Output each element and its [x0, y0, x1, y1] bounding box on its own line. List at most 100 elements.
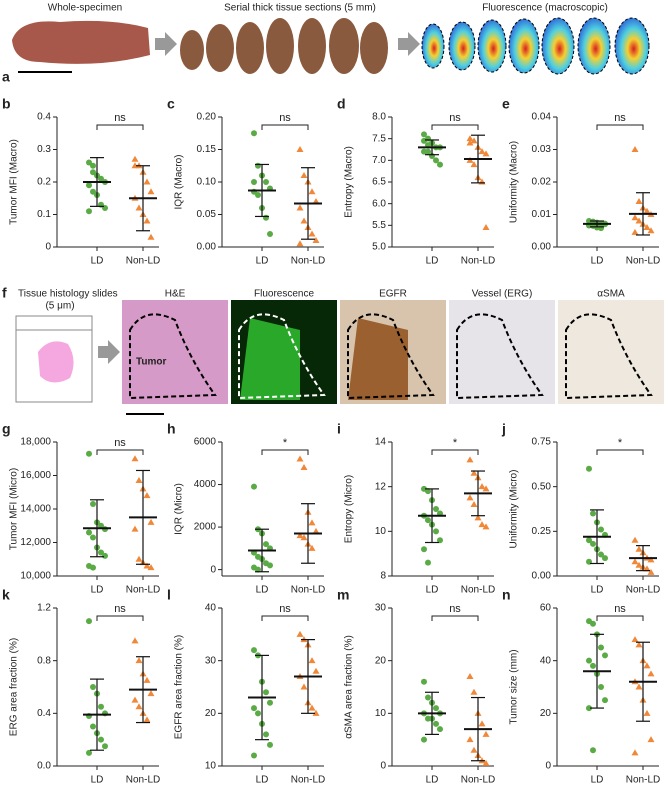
slide-sublabel: (5 μm) — [45, 301, 74, 312]
data-point — [308, 657, 316, 664]
y-tick-label: 0.01 — [532, 209, 552, 220]
data-point — [598, 551, 604, 558]
y-tick-label: 0.03 — [532, 144, 552, 155]
y-axis-label: IQR (Micro) — [174, 483, 185, 535]
data-point — [433, 528, 439, 535]
y-tick-label: 20 — [205, 708, 217, 719]
panel-letter: j — [501, 421, 506, 437]
y-tick-label: 0.4 — [37, 708, 51, 719]
data-point — [425, 148, 431, 155]
data-point — [631, 749, 639, 756]
panel-letter: k — [2, 587, 10, 603]
data-point — [482, 224, 490, 230]
x-tick-label: LD — [91, 775, 104, 784]
panel-letter: m — [337, 587, 349, 603]
data-point — [631, 558, 639, 565]
data-point — [143, 562, 151, 569]
data-point — [86, 450, 92, 457]
y-tick-label: 10 — [375, 526, 387, 537]
data-point — [421, 546, 427, 553]
data-point — [647, 227, 655, 234]
y-tick-label: 7.0 — [372, 155, 386, 166]
y-tick-label: 0.02 — [532, 177, 552, 188]
y-axis-label: ERG area fraction (%) — [9, 638, 20, 736]
data-point — [300, 464, 308, 471]
significance-label: ns — [114, 437, 126, 449]
data-point — [86, 749, 92, 756]
data-point — [590, 747, 596, 754]
data-point — [437, 537, 443, 544]
data-point — [635, 198, 643, 204]
data-point — [437, 726, 443, 733]
data-point — [135, 477, 143, 484]
y-tick-label: 16,000 — [20, 470, 51, 481]
panel-letter: d — [337, 96, 346, 112]
data-point — [470, 161, 478, 168]
significance-label: ns — [279, 112, 291, 124]
slide-label: Tissue histology slides — [18, 289, 118, 300]
y-tick-label: 0.3 — [37, 144, 51, 155]
x-tick-label: LD — [256, 256, 269, 267]
y-tick-label: 1.2 — [37, 603, 51, 614]
data-point — [635, 561, 643, 568]
significance-bracket — [431, 124, 479, 130]
significance-label: ns — [114, 603, 126, 615]
significance-label: ns — [449, 603, 461, 615]
y-tick-label: 6.0 — [372, 198, 386, 209]
panel-letter: f — [2, 285, 7, 301]
arrow — [398, 32, 420, 56]
data-point — [296, 630, 304, 637]
data-point — [421, 736, 427, 743]
y-axis-label: Tumor MFI (Micro) — [9, 468, 20, 550]
x-tick-label: LD — [256, 585, 269, 596]
y-tick-label: 0 — [545, 761, 551, 772]
slide-tissue — [38, 341, 74, 383]
significance-bracket — [596, 449, 644, 455]
y-tick-label: 0.20 — [197, 112, 217, 123]
data-point — [631, 146, 639, 152]
data-point — [482, 523, 490, 530]
data-point — [102, 743, 108, 750]
data-point — [478, 521, 486, 528]
data-point — [263, 689, 269, 696]
data-point — [590, 540, 596, 547]
y-tick-label: 30 — [375, 603, 387, 614]
x-tick-label: Non-LD — [126, 256, 160, 267]
y-axis-label: Uniformity (Micro) — [509, 470, 520, 549]
significance-bracket — [431, 615, 479, 621]
data-point — [308, 519, 316, 526]
y-axis-label: αSMA area fraction (%) — [344, 635, 355, 739]
arrow — [155, 32, 177, 56]
data-point — [598, 225, 604, 232]
data-point — [263, 541, 269, 548]
data-point — [470, 688, 478, 695]
x-tick-label: LD — [591, 775, 604, 784]
x-tick-label: Non-LD — [291, 775, 325, 784]
significance-label: ns — [614, 112, 626, 124]
data-point — [643, 709, 651, 716]
x-tick-label: LD — [591, 585, 604, 596]
data-point — [470, 469, 478, 476]
data-point — [482, 485, 490, 492]
data-point — [590, 662, 596, 669]
y-tick-label: 0.4 — [37, 112, 51, 123]
data-point — [143, 492, 151, 499]
histology-images — [122, 300, 664, 415]
x-tick-label: Non-LD — [291, 585, 325, 596]
panel-letter: a — [2, 69, 10, 85]
y-tick-label: 6000 — [194, 437, 217, 448]
data-point — [143, 217, 151, 224]
y-tick-label: 0.00 — [532, 571, 552, 582]
x-tick-label: LD — [91, 585, 104, 596]
data-point — [598, 684, 604, 690]
y-tick-label: 0.10 — [197, 177, 217, 188]
y-tick-label: 0.25 — [532, 526, 552, 537]
y-tick-label: 2000 — [194, 522, 217, 533]
arrow — [98, 340, 120, 364]
image-label: H&E — [165, 289, 186, 300]
y-tick-label: 10 — [205, 761, 217, 772]
x-tick-label: Non-LD — [626, 585, 660, 596]
data-point — [300, 172, 308, 178]
significance-bracket — [96, 449, 144, 455]
data-point — [308, 704, 316, 711]
